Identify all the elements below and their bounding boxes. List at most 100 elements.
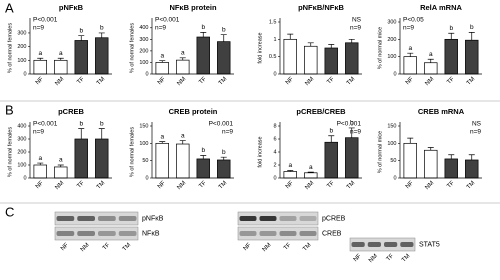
x-tick-label: NM xyxy=(424,180,435,191)
blot-band xyxy=(384,242,398,247)
x-tick-label: NF xyxy=(157,180,167,190)
error-bar xyxy=(37,162,44,165)
error-bar xyxy=(348,38,355,43)
blot-strip xyxy=(54,226,139,241)
annotation: P<0.05 xyxy=(403,17,424,24)
bar xyxy=(155,62,169,75)
blot-band xyxy=(400,242,414,247)
lane-label: NM xyxy=(80,242,91,253)
bar xyxy=(217,159,231,179)
bar xyxy=(74,40,88,75)
bar xyxy=(424,62,438,75)
blot-band xyxy=(118,216,137,221)
bar xyxy=(54,166,68,179)
bar xyxy=(33,59,47,75)
error-bar xyxy=(78,35,85,41)
annotation: n=9 xyxy=(155,25,166,32)
x-tick-label: TM xyxy=(96,180,106,190)
bar xyxy=(155,142,169,179)
significance-letter: b xyxy=(350,120,354,127)
significance-letter: a xyxy=(38,155,42,162)
bar xyxy=(324,47,338,75)
y-tick-label: 0 xyxy=(23,71,26,77)
annotation: P<0.001 xyxy=(33,121,58,128)
x-tick-label: NF xyxy=(35,76,45,86)
bar xyxy=(345,137,359,179)
x-tick-label: TM xyxy=(466,180,476,190)
x-tick-label: NM xyxy=(424,76,435,87)
error-bar xyxy=(200,155,207,159)
x-tick-label: TM xyxy=(218,76,228,86)
error-bar xyxy=(448,154,455,159)
y-tick-label: 0 xyxy=(393,71,396,77)
bar xyxy=(465,159,479,179)
y-tick-label: 100 xyxy=(139,141,148,147)
x-tick-label: TF xyxy=(326,76,336,86)
annotation: n=9 xyxy=(33,25,44,32)
significance-letter: b xyxy=(201,24,205,31)
y-tick-label: 100 xyxy=(17,58,26,64)
error-bar xyxy=(307,42,314,47)
blot-band xyxy=(367,242,381,247)
x-tick-label: TF xyxy=(446,180,456,190)
bar xyxy=(176,59,190,75)
bar xyxy=(444,38,458,75)
blot-band xyxy=(279,216,297,221)
x-tick-label: NF xyxy=(405,180,415,190)
x-tick-label: TF xyxy=(198,76,208,86)
blot-band xyxy=(77,216,95,221)
annotation: NS xyxy=(472,121,482,128)
significance-letter: a xyxy=(59,157,63,164)
chart-title: RelA mRNA xyxy=(420,3,462,12)
blot-strip xyxy=(237,226,319,241)
y-tick-label: 200 xyxy=(387,37,396,43)
bar xyxy=(304,45,318,75)
error-bar xyxy=(98,128,105,139)
y-tick-label: 8 xyxy=(273,123,276,129)
y-tick-label: 0.5 xyxy=(269,54,277,60)
error-bar xyxy=(427,58,434,63)
y-tick-label: 100 xyxy=(139,60,148,66)
error-bar xyxy=(407,137,414,144)
blot-band xyxy=(239,216,257,221)
significance-letter: b xyxy=(449,25,453,32)
bar xyxy=(345,42,359,75)
y-axis-label: % of normal females xyxy=(7,127,13,177)
bar xyxy=(403,56,417,75)
annotation: P<0.001 xyxy=(155,17,180,24)
error-bar xyxy=(179,140,186,145)
chart-title: CREB protein xyxy=(169,107,218,116)
error-bar xyxy=(427,147,434,151)
error-bar xyxy=(159,60,166,63)
y-tick-label: 150 xyxy=(139,123,148,129)
error-bar xyxy=(78,128,85,139)
blot-band xyxy=(259,231,277,236)
x-tick-label: TF xyxy=(76,180,86,190)
lane-label: TF xyxy=(386,253,396,263)
y-tick-label: 0 xyxy=(23,175,26,181)
blot-band xyxy=(351,242,365,247)
y-axis-label: % of normal females xyxy=(129,23,135,73)
significance-letter: a xyxy=(309,164,313,171)
y-tick-label: 4 xyxy=(273,149,276,155)
blot-band xyxy=(56,216,75,221)
error-bar xyxy=(98,32,105,38)
y-tick-label: 0 xyxy=(145,71,148,77)
blot-strip xyxy=(237,211,319,226)
panel-letter: C xyxy=(5,204,14,219)
blot-band xyxy=(98,216,116,221)
y-tick-label: 2 xyxy=(273,162,276,168)
y-axis-label: % of normal mice xyxy=(377,131,383,174)
y-tick-label: 6 xyxy=(273,136,276,142)
annotation: n=9 xyxy=(470,129,481,136)
y-tick-label: 100 xyxy=(387,141,396,147)
error-bar xyxy=(179,57,186,61)
chart-title: pNFκB xyxy=(59,3,84,12)
y-tick-label: 200 xyxy=(139,48,148,54)
x-tick-label: NF xyxy=(35,180,45,190)
y-tick-label: 0 xyxy=(393,175,396,181)
y-tick-label: 400 xyxy=(17,123,26,129)
x-tick-label: TF xyxy=(198,180,208,190)
annotation: NS xyxy=(352,17,362,24)
